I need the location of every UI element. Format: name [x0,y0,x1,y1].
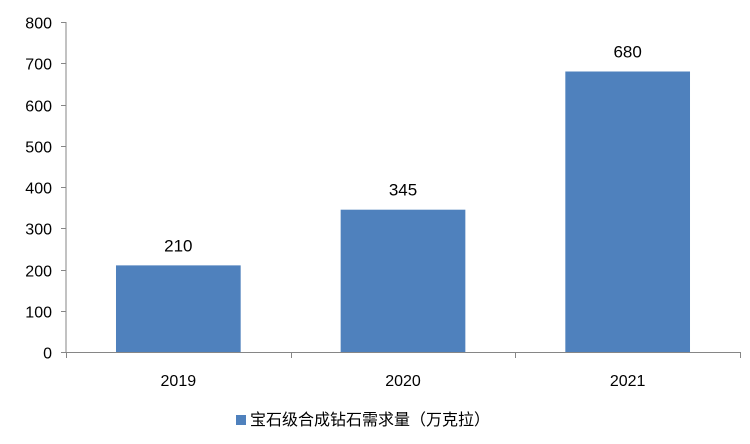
bar-2020 [340,209,466,352]
data-label-2021: 680 [613,43,641,62]
bar-2021 [565,71,691,352]
legend-swatch [236,415,246,425]
y-axis: 0 100 200 300 400 500 600 700 800 [25,16,67,363]
x-tick-label: 2019 [161,373,197,390]
y-tick-label: 0 [43,346,52,363]
legend: 宝石级合成钻石需求量（万克拉） [236,410,490,429]
y-tick-label: 800 [25,16,52,33]
bars [115,71,691,352]
x-tick-label: 2020 [385,373,421,390]
y-tick-label: 100 [25,305,52,322]
y-tick-label: 300 [25,222,52,239]
y-tick-label: 500 [25,140,52,157]
y-tick-label: 200 [25,264,52,281]
data-label-2020: 345 [389,181,417,200]
data-labels: 210 345 680 [164,43,642,256]
data-label-2019: 210 [164,236,192,255]
y-tick-label: 400 [25,181,52,198]
x-axis: 2019 2020 2021 [66,352,741,390]
legend-label: 宝石级合成钻石需求量（万克拉） [250,410,490,429]
y-tick-label: 700 [25,57,52,74]
bar-2019 [115,265,241,352]
y-tick-label: 600 [25,99,52,116]
x-tick-label: 2021 [610,373,646,390]
